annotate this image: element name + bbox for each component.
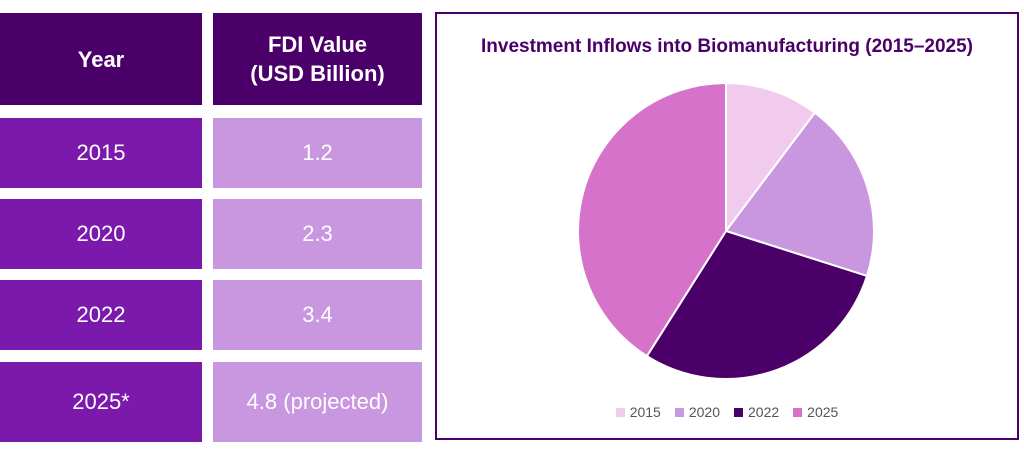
pie-slice-2020: [724, 111, 875, 278]
year-cell-2022: 2022: [0, 280, 202, 350]
value-cell-2020: 2.3: [213, 199, 422, 269]
year-cell-2020: 2020: [0, 199, 202, 269]
year-cell-2015: 2015: [0, 118, 202, 188]
pie-chart-panel: Investment Inflows into Biomanufacturing…: [435, 12, 1019, 440]
year-header: Year: [0, 13, 202, 105]
fdi-value-header: FDI Value (USD Billion): [213, 13, 422, 105]
pie-slice-2015: [725, 81, 817, 234]
legend-item-2025: 2025: [793, 404, 838, 420]
legend-swatch-2022: [734, 407, 743, 417]
value-cell-2022: 3.4: [213, 280, 422, 350]
legend-label-2025: 2025: [807, 404, 839, 420]
legend-label-2020: 2020: [688, 404, 720, 420]
legend-item-2015: 2015: [615, 404, 661, 420]
value-cell-2025: 4.8 (projected): [213, 362, 422, 442]
legend-swatch-2025: [793, 407, 803, 417]
legend-label-2022: 2022: [748, 404, 780, 420]
legend-swatch-2020: [674, 407, 684, 417]
fdi-value-header-line1: FDI Value: [267, 32, 368, 57]
legend-swatch-2015: [615, 407, 625, 417]
legend-item-2022: 2022: [734, 404, 779, 420]
chart-legend: 2015 2020 2022 2025: [437, 404, 1017, 420]
pie-chart: [577, 81, 875, 380]
year-header-label: Year: [77, 46, 125, 72]
value-cell-2015: 1.2: [213, 118, 422, 188]
year-cell-2025: 2025*: [0, 362, 202, 442]
fdi-value-header-line2: (USD Billion): [250, 61, 385, 86]
pie-slice-2022: [645, 229, 869, 380]
legend-item-2020: 2020: [674, 404, 720, 420]
legend-label-2015: 2015: [629, 404, 661, 420]
chart-title: Investment Inflows into Biomanufacturing…: [481, 36, 973, 57]
pie-slice-2025: [577, 81, 727, 358]
